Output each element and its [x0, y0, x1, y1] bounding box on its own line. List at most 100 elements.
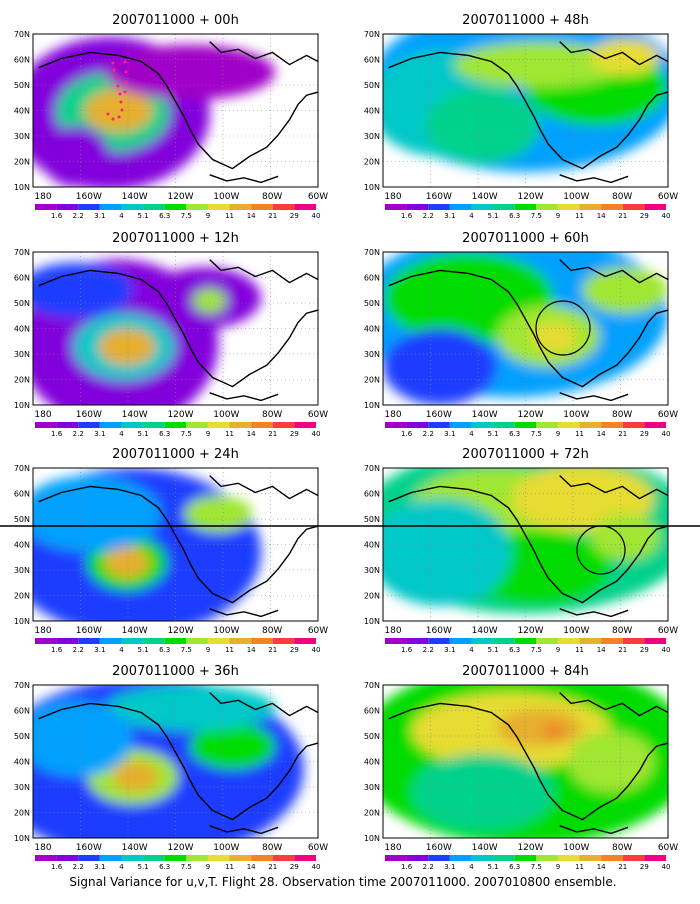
colorbar-label: 5.1 — [488, 430, 499, 438]
lon-tick-label: 140W — [122, 410, 148, 420]
colorbar-label: 2.2 — [423, 863, 434, 871]
colorbar-label: 5.1 — [138, 646, 149, 654]
colorbar-label: 9 — [206, 646, 210, 654]
lat-tick-label: 20N — [14, 376, 30, 385]
panel-title: 2007011000 + 72h — [462, 447, 589, 462]
colorbar-label: 29 — [290, 646, 299, 654]
colorbar-swatch — [99, 855, 122, 861]
colorbar-label: 2.2 — [73, 646, 84, 654]
lon-tick-label: 180 — [384, 192, 401, 202]
map-frame — [382, 251, 669, 406]
colorbar-label: 7.5 — [181, 646, 192, 654]
lon-tick-label: 120W — [517, 192, 543, 202]
lat-tick-label: 10N — [364, 617, 380, 626]
colorbar-swatch — [164, 855, 187, 861]
colorbar-label: 14 — [247, 646, 256, 654]
colorbar-label: 1.6 — [401, 430, 413, 438]
colorbar-swatch — [121, 855, 144, 861]
colorbar-label: 3.1 — [444, 646, 455, 654]
colorbar-swatch — [186, 422, 208, 428]
colorbar-swatch — [644, 422, 666, 428]
lon-tick-label: 140W — [472, 410, 498, 420]
lat-tick-label: 50N — [364, 515, 380, 524]
lon-tick-label: 160W — [76, 410, 102, 420]
variance-field — [33, 685, 318, 838]
colorbar-label: 6.3 — [509, 646, 520, 654]
colorbar-label: 5.1 — [488, 646, 499, 654]
colorbar-swatch — [493, 638, 515, 644]
colorbar-swatch — [514, 855, 537, 861]
colorbar-swatch — [207, 855, 230, 861]
lat-tick-label: 20N — [364, 158, 380, 167]
colorbar-label: 6.3 — [509, 212, 520, 220]
colorbar-swatch — [207, 204, 230, 210]
lat-tick-label: 10N — [364, 401, 380, 410]
lon-tick-label: 80W — [262, 626, 282, 636]
lat-tick-label: 30N — [364, 350, 380, 359]
colorbar-swatch — [78, 422, 100, 428]
lon-tick-label: 100W — [213, 843, 239, 853]
lat-tick-label: 70N — [14, 248, 30, 257]
colorbar-label: 29 — [640, 863, 649, 871]
colorbar-swatch — [56, 204, 79, 210]
lat-tick-label: 20N — [14, 158, 30, 167]
flight-track-markers — [106, 60, 128, 121]
lon-tick-label: 160W — [76, 192, 102, 202]
colorbar-label: 21 — [618, 430, 627, 438]
colorbar-label: 7.5 — [181, 212, 192, 220]
colorbar-swatch — [143, 204, 165, 210]
colorbar-swatch — [428, 204, 450, 210]
colorbar-label: 29 — [290, 212, 299, 220]
colorbar-label: 4 — [119, 430, 124, 438]
map-frame — [382, 684, 669, 839]
coastline — [38, 51, 318, 170]
colorbar-label: 7.5 — [531, 212, 542, 220]
map-frame — [32, 251, 319, 406]
colorbar-swatch — [601, 204, 623, 210]
colorbar-label: 40 — [662, 646, 671, 654]
colorbar-swatch — [121, 204, 144, 210]
colorbar-swatch — [644, 855, 666, 861]
lon-tick-label: 80W — [262, 410, 282, 420]
lat-tick-label: 70N — [14, 681, 30, 690]
lat-tick-label: 50N — [364, 732, 380, 741]
colorbar-label: 7.5 — [531, 863, 542, 871]
lat-tick-label: 60N — [364, 490, 380, 499]
lon-tick-label: 100W — [563, 843, 589, 853]
colorbar: 1.6 2.2 3.1 4 5.1 6.3 7.5 9 11 14 21 29 40 — [385, 422, 670, 438]
colorbar-swatch — [406, 422, 429, 428]
colorbar-swatch — [536, 422, 558, 428]
colorbar-label: 40 — [312, 212, 321, 220]
colorbar-swatch — [272, 638, 295, 644]
lat-tick-label: 20N — [14, 592, 30, 601]
lon-tick-label: 140W — [472, 192, 498, 202]
colorbar-swatch — [579, 422, 602, 428]
lat-tick-label: 20N — [364, 592, 380, 601]
lon-tick-label: 180 — [384, 843, 401, 853]
lat-tick-label: 40N — [14, 325, 30, 334]
colorbar-label: 11 — [575, 212, 584, 220]
colorbar-swatch — [272, 855, 295, 861]
map-panel: 2007011000 + 12h 70N 60N 50N 40N 30N 20N 10N 180… — [14, 231, 328, 438]
colorbar-swatch — [143, 638, 165, 644]
colorbar: 1.6 2.2 3.1 4 5.1 6.3 7.5 9 11 14 21 29 40 — [35, 855, 320, 871]
colorbar-swatch — [622, 638, 645, 644]
colorbar-swatch — [557, 204, 580, 210]
lon-tick-label: 100W — [563, 410, 589, 420]
colorbar-label: 4 — [469, 212, 474, 220]
colorbar-label: 3.1 — [444, 430, 455, 438]
lon-tick-label: 120W — [167, 843, 193, 853]
colorbar-swatch — [207, 422, 230, 428]
colorbar-swatch — [78, 638, 100, 644]
colorbar-swatch — [251, 855, 273, 861]
colorbar-label: 2.2 — [73, 212, 84, 220]
colorbar-label: 6.3 — [159, 646, 170, 654]
colorbar-label: 11 — [575, 430, 584, 438]
coastline — [38, 269, 318, 388]
colorbar: 1.6 2.2 3.1 4 5.1 6.3 7.5 9 11 14 21 29 40 — [35, 638, 320, 654]
colorbar-label: 9 — [206, 430, 210, 438]
colorbar-label: 40 — [662, 863, 671, 871]
colorbar-swatch — [471, 204, 494, 210]
coastline — [559, 475, 668, 500]
